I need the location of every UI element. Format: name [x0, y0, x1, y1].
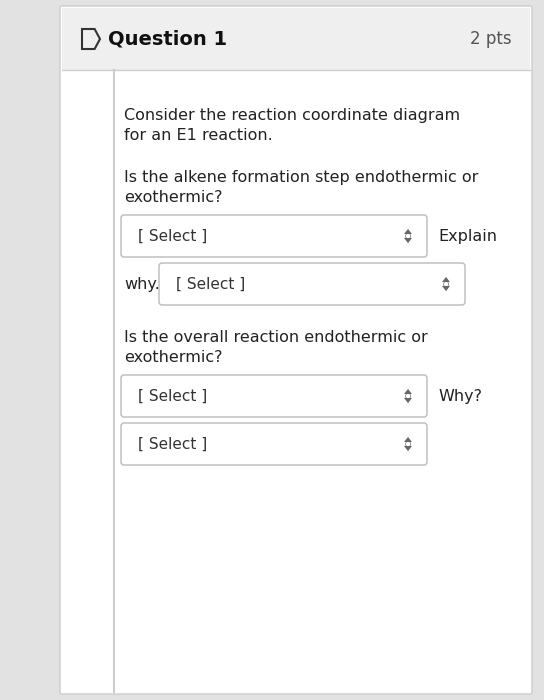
Text: Consider the reaction coordinate diagram: Consider the reaction coordinate diagram: [124, 108, 460, 123]
Text: Question 1: Question 1: [108, 29, 227, 48]
Text: 2 pts: 2 pts: [471, 30, 512, 48]
FancyBboxPatch shape: [121, 375, 427, 417]
Polygon shape: [442, 286, 450, 291]
Text: exothermic?: exothermic?: [124, 350, 222, 365]
Bar: [62, 8, 530, 70]
Text: [ Select ]: [ Select ]: [138, 437, 207, 452]
Text: Explain: Explain: [438, 228, 497, 244]
Text: Is the overall reaction endothermic or: Is the overall reaction endothermic or: [124, 330, 428, 345]
Text: [ Select ]: [ Select ]: [138, 228, 207, 244]
Text: ◊: ◊: [405, 438, 411, 451]
Text: [ Select ]: [ Select ]: [138, 389, 207, 403]
Polygon shape: [404, 398, 412, 403]
Text: for an E1 reaction.: for an E1 reaction.: [124, 128, 273, 143]
Text: ◊: ◊: [443, 277, 449, 290]
FancyBboxPatch shape: [60, 6, 532, 694]
FancyBboxPatch shape: [121, 423, 427, 465]
Polygon shape: [404, 437, 412, 442]
Text: exothermic?: exothermic?: [124, 190, 222, 205]
Polygon shape: [442, 277, 450, 282]
Text: ◊: ◊: [405, 389, 411, 402]
Polygon shape: [404, 238, 412, 243]
Polygon shape: [404, 229, 412, 234]
Text: why.: why.: [124, 276, 160, 291]
FancyBboxPatch shape: [159, 263, 465, 305]
Polygon shape: [404, 389, 412, 394]
FancyBboxPatch shape: [121, 215, 427, 257]
Text: ◊: ◊: [405, 229, 411, 243]
Text: [ Select ]: [ Select ]: [176, 276, 245, 291]
Text: Is the alkene formation step endothermic or: Is the alkene formation step endothermic…: [124, 170, 478, 185]
Text: Why?: Why?: [438, 389, 482, 403]
Polygon shape: [404, 446, 412, 451]
